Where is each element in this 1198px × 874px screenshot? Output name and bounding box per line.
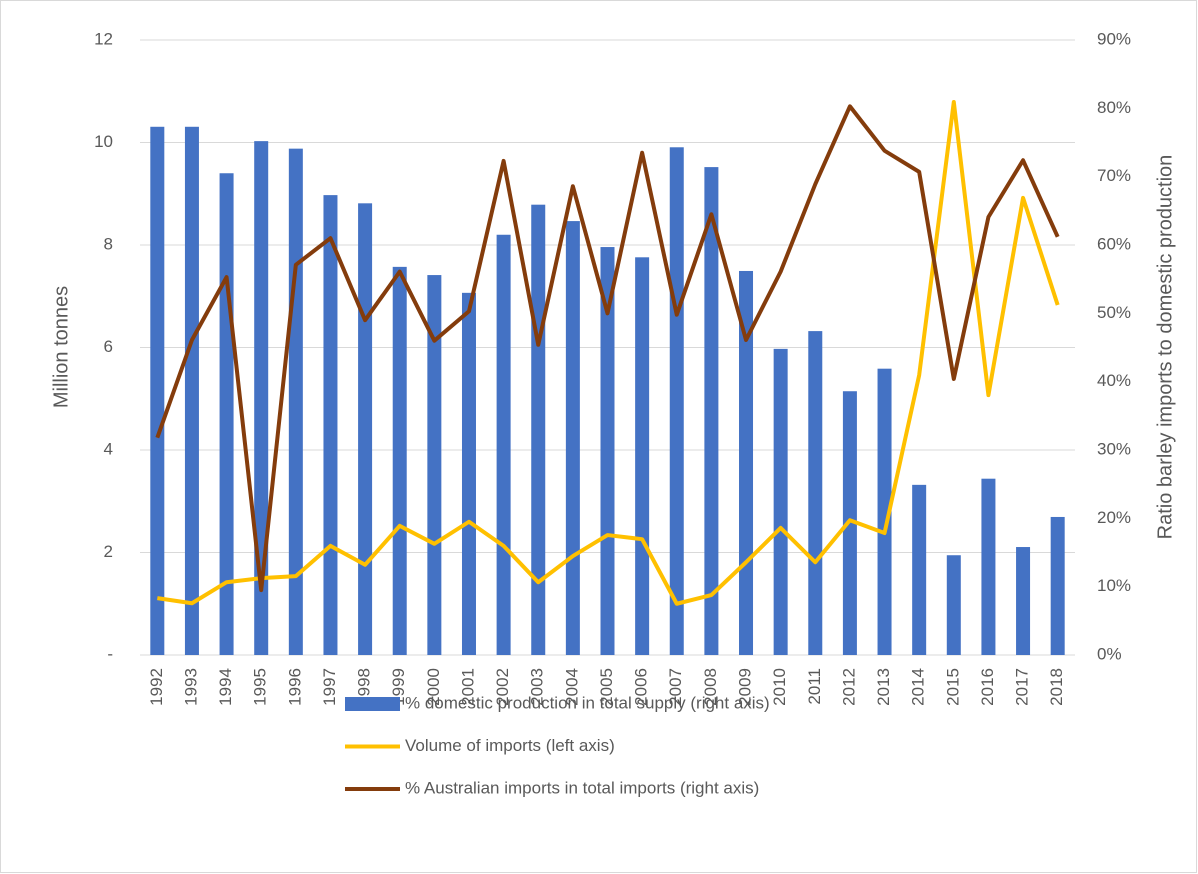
y2-tick-label: 10%: [1097, 576, 1131, 595]
x-tick-label: 2003: [528, 668, 547, 706]
y2-tick-label: 40%: [1097, 371, 1131, 390]
bar: [1016, 547, 1031, 655]
bar: [600, 247, 615, 656]
bar: [254, 141, 269, 656]
x-tick-label: 2004: [562, 668, 581, 706]
bar: [704, 167, 719, 655]
y2-tick-label: 80%: [1097, 98, 1131, 117]
y-tick-label: 10: [94, 132, 113, 151]
line: [155, 104, 1060, 593]
x-tick-label: 1998: [355, 668, 374, 706]
y2-tick-label: 20%: [1097, 508, 1131, 527]
y-tick-label: 6: [104, 337, 113, 356]
x-tick-label: 2018: [1047, 668, 1066, 706]
x-tick-label: 2007: [666, 668, 685, 706]
y2-tick-label: 30%: [1097, 439, 1131, 458]
x-tick-label: 2001: [458, 668, 477, 706]
bar: [635, 257, 650, 655]
bar: [773, 348, 788, 655]
bar: [184, 126, 199, 656]
x-tick-label: 1995: [251, 668, 270, 706]
x-tick-label: 2011: [805, 668, 824, 705]
bar: [427, 275, 442, 655]
legend-swatch: [345, 697, 400, 711]
y-tick-label: 2: [104, 542, 113, 561]
bar: [669, 147, 684, 656]
x-tick-label: 2005: [597, 668, 616, 706]
x-tick-label: 1992: [147, 668, 166, 706]
y2-tick-label: 60%: [1097, 234, 1131, 253]
x-tick-label: 2002: [493, 668, 512, 706]
y-tick-label: 8: [104, 234, 113, 253]
x-tick-label: 1997: [320, 668, 339, 706]
legend-label: Volume of imports (left axis): [405, 736, 615, 755]
y-tick-label: 4: [104, 439, 113, 458]
bar: [531, 204, 546, 655]
bar: [150, 126, 165, 656]
line: [157, 100, 1060, 606]
y2-tick-label: 50%: [1097, 303, 1131, 322]
y-axis-title: Million tonnes: [50, 286, 72, 408]
y-tick-label: 12: [94, 29, 113, 48]
x-tick-label: 1993: [181, 668, 200, 706]
bar: [323, 195, 338, 655]
x-tick-label: 2015: [943, 668, 962, 706]
y2-axis-title: Ratio barley imports to domestic product…: [1154, 155, 1176, 540]
y2-tick-label: 70%: [1097, 166, 1131, 185]
x-tick-label: 2009: [736, 668, 755, 706]
bar: [877, 368, 892, 655]
bar: [496, 234, 511, 655]
x-tick-label: 1996: [285, 668, 304, 706]
bar: [1050, 516, 1065, 655]
x-tick-label: 2014: [909, 668, 928, 706]
bar: [288, 148, 303, 655]
bar: [358, 203, 373, 656]
bar: [392, 266, 407, 655]
x-tick-label: 2006: [632, 668, 651, 706]
bar: [565, 221, 580, 656]
x-tick-label: 2010: [770, 668, 789, 706]
legend-label: % Australian imports in total imports (r…: [405, 778, 759, 797]
x-tick-label: 2000: [424, 668, 443, 706]
y2-tick-label: 0%: [1097, 644, 1122, 663]
x-tick-label: 2008: [701, 668, 720, 706]
y2-tick-label: 90%: [1097, 29, 1131, 48]
x-tick-label: 2016: [978, 668, 997, 706]
x-tick-label: 1999: [389, 668, 408, 706]
bar: [946, 555, 961, 655]
x-tick-label: 2017: [1013, 668, 1032, 706]
bar: [981, 478, 996, 655]
x-tick-label: 1994: [216, 668, 235, 706]
x-tick-label: 2012: [839, 668, 858, 706]
legend-label: % domestic production in total supply (r…: [405, 693, 770, 712]
bar: [808, 331, 823, 655]
bar: [461, 292, 476, 655]
y-tick-label: -: [107, 644, 113, 663]
x-tick-label: 2013: [874, 668, 893, 706]
bar: [912, 484, 927, 655]
